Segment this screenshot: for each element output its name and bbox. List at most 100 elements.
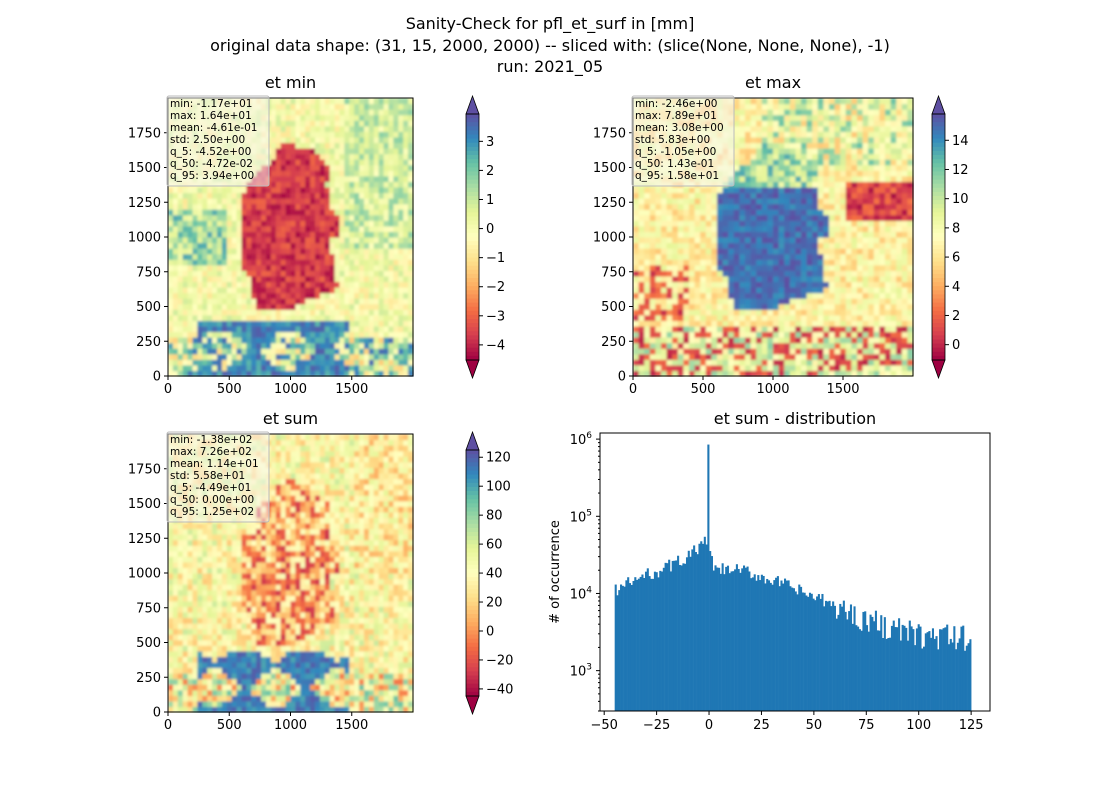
heatmap-cell [315, 270, 321, 277]
heatmap-cell [182, 203, 189, 210]
heatmap-cell [795, 287, 802, 294]
heatmap-cell [241, 259, 247, 266]
heatmap-cell [868, 337, 875, 344]
heatmap-cell [638, 203, 645, 210]
heatmap-cell [795, 314, 802, 321]
heatmap-cell [187, 325, 194, 333]
heatmap-cell [295, 364, 301, 372]
heatmap-cell [266, 309, 272, 316]
heatmap-cell [817, 348, 824, 355]
heatmap-cell [890, 320, 897, 327]
heatmap-cell [349, 342, 355, 349]
heatmap-cell [840, 175, 847, 182]
heatmap-cell [403, 186, 409, 194]
heatmap-cell [207, 292, 213, 299]
heatmap-cell [305, 209, 311, 216]
heatmap-cell [408, 242, 414, 249]
heatmap-cell [829, 103, 836, 110]
heatmap-cell [756, 364, 763, 372]
heatmap-cell [862, 120, 869, 127]
heatmap-cell [364, 364, 370, 372]
heatmap-cell [840, 181, 847, 188]
heatmap-cell [231, 370, 238, 377]
heatmap-cell [236, 298, 243, 305]
heatmap-cell [207, 237, 213, 244]
heatmap-cell [310, 287, 316, 294]
heatmap-cell [773, 214, 780, 221]
heatmap-cell [655, 203, 662, 210]
heatmap-cell [270, 287, 277, 294]
heatmap-cell [275, 242, 282, 249]
heatmap-cell [285, 203, 292, 210]
heatmap-cell [275, 259, 282, 266]
heatmap-cell [896, 242, 903, 249]
heatmap-cell [280, 292, 287, 299]
heatmap-cell [851, 248, 858, 255]
heatmap-cell [890, 103, 897, 110]
heatmap-cell [761, 359, 768, 366]
heatmap-cell [644, 359, 651, 366]
heatmap-cell [334, 136, 341, 144]
heatmap-cell [398, 120, 404, 127]
heatmap-cell [359, 159, 365, 166]
heatmap-cell [368, 342, 375, 349]
heatmap-cell [711, 225, 718, 233]
heatmap-cell [383, 253, 390, 260]
heatmap-cell [329, 364, 336, 372]
heatmap-cell [408, 225, 414, 233]
heatmap-cell [750, 337, 757, 344]
heatmap-cell [868, 237, 875, 244]
heatmap-cell [806, 309, 813, 316]
heatmap-cell [845, 303, 852, 310]
heatmap-cell [373, 220, 380, 227]
heatmap-cell [644, 364, 651, 372]
heatmap-cell [319, 192, 326, 199]
heatmap-cell [857, 181, 864, 188]
heatmap-cell [270, 364, 277, 372]
heatmap-cell [251, 287, 257, 294]
heatmap-cell [236, 214, 243, 221]
heatmap-cell [677, 220, 684, 227]
heatmap-cell [226, 320, 233, 327]
heatmap-cell [408, 237, 414, 244]
heatmap-cell [649, 237, 656, 244]
heatmap-cell [378, 136, 385, 144]
heatmap-cell [677, 259, 684, 266]
heatmap-cell [633, 231, 640, 238]
heatmap-cell [270, 209, 277, 216]
y-tick-label: 1250 [128, 196, 161, 211]
heatmap-cell [393, 181, 399, 188]
heatmap-cell [672, 342, 679, 349]
heatmap-cell [197, 220, 203, 227]
heatmap-cell [285, 298, 292, 305]
heatmap-cell [683, 292, 690, 299]
heatmap-cell [829, 136, 836, 144]
heatmap-cell [310, 342, 316, 349]
heatmap-cell [207, 198, 213, 205]
heatmap-cell [329, 253, 336, 260]
heatmap-cell [168, 320, 174, 327]
heatmap-cell [354, 337, 360, 344]
heatmap-cell [722, 220, 729, 227]
heatmap-cell [246, 298, 252, 305]
heatmap-cell [655, 225, 662, 233]
heatmap-cell [354, 142, 360, 149]
heatmap-cell [677, 292, 684, 299]
heatmap-cell [840, 292, 847, 299]
heatmap-cell [778, 209, 785, 216]
heatmap-cell [666, 298, 673, 305]
heatmap-cell [767, 181, 774, 188]
heatmap-cell [700, 287, 707, 294]
heatmap-cell [890, 214, 897, 221]
heatmap-cell [403, 320, 409, 327]
heatmap-cell [778, 192, 785, 199]
heatmap-cell [689, 192, 696, 199]
colorbar-segment [466, 302, 479, 308]
heatmap-cell [221, 203, 228, 210]
heatmap-cell [192, 264, 198, 271]
heatmap-cell [773, 209, 780, 216]
heatmap-cell [784, 214, 791, 221]
heatmap-cell [885, 348, 892, 355]
heatmap-cell [890, 314, 897, 321]
heatmap-cell [879, 148, 886, 155]
